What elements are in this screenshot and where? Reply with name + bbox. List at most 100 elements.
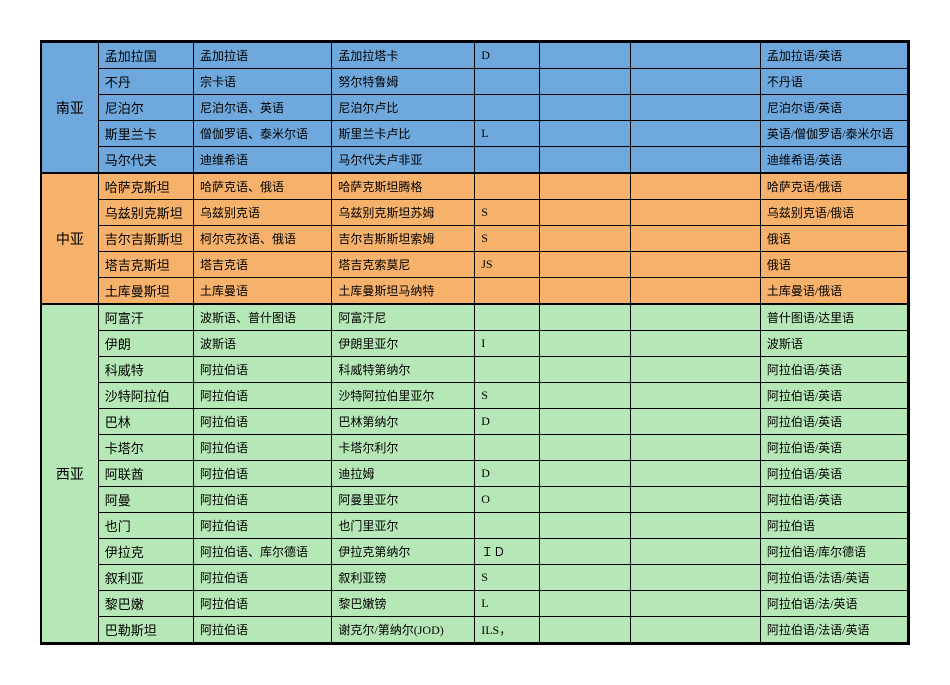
capital-cell: 伊拉克第纳尔: [332, 539, 475, 565]
code-cell: D: [475, 409, 540, 435]
country-cell: 巴勒斯坦: [98, 617, 193, 643]
country-cell: 黎巴嫩: [98, 591, 193, 617]
blank-cell-1: [540, 173, 631, 200]
country-cell: 斯里兰卡: [98, 121, 193, 147]
region-cell: 南亚: [42, 43, 98, 174]
capital-cell: 斯里兰卡卢比: [332, 121, 475, 147]
language-cell: 阿拉伯语: [193, 617, 331, 643]
blank-cell-2: [631, 331, 761, 357]
language-cell: 阿拉伯语: [193, 591, 331, 617]
code-cell: ILS，: [475, 617, 540, 643]
language-cell: 宗卡语: [193, 69, 331, 95]
blank-cell-1: [540, 357, 631, 383]
blank-cell-1: [540, 95, 631, 121]
notes-cell: 迪维希语/英语: [760, 147, 907, 174]
region-table-wrapper: 南亚孟加拉国孟加拉语孟加拉塔卡D孟加拉语/英语不丹宗卡语努尔特鲁姆不丹语尼泊尔尼…: [40, 40, 910, 645]
table-row: 南亚孟加拉国孟加拉语孟加拉塔卡D孟加拉语/英语: [42, 43, 908, 69]
notes-cell: 哈萨克语/俄语: [760, 173, 907, 200]
blank-cell-1: [540, 200, 631, 226]
capital-cell: 马尔代夫卢非亚: [332, 147, 475, 174]
table-row: 沙特阿拉伯阿拉伯语沙特阿拉伯里亚尔S阿拉伯语/英语: [42, 383, 908, 409]
blank-cell-1: [540, 513, 631, 539]
language-cell: 阿拉伯语: [193, 513, 331, 539]
notes-cell: 阿拉伯语/英语: [760, 435, 907, 461]
country-cell: 阿联酋: [98, 461, 193, 487]
code-cell: [475, 147, 540, 174]
code-cell: [475, 513, 540, 539]
table-row: 科威特阿拉伯语科威特第纳尔阿拉伯语/英语: [42, 357, 908, 383]
capital-cell: 黎巴嫩镑: [332, 591, 475, 617]
notes-cell: 俄语: [760, 226, 907, 252]
language-cell: 阿拉伯语: [193, 461, 331, 487]
table-row: 尼泊尔尼泊尔语、英语尼泊尔卢比尼泊尔语/英语: [42, 95, 908, 121]
capital-cell: 卡塔尔利尔: [332, 435, 475, 461]
country-cell: 不丹: [98, 69, 193, 95]
country-cell: 巴林: [98, 409, 193, 435]
blank-cell-1: [540, 331, 631, 357]
blank-cell-2: [631, 95, 761, 121]
blank-cell-2: [631, 461, 761, 487]
code-cell: I: [475, 331, 540, 357]
code-cell: O: [475, 487, 540, 513]
language-cell: 乌兹别克语: [193, 200, 331, 226]
code-cell: [475, 435, 540, 461]
country-cell: 土库曼斯坦: [98, 278, 193, 305]
blank-cell-1: [540, 461, 631, 487]
country-cell: 尼泊尔: [98, 95, 193, 121]
notes-cell: 阿拉伯语/库尔德语: [760, 539, 907, 565]
language-cell: 波斯语: [193, 331, 331, 357]
blank-cell-2: [631, 513, 761, 539]
notes-cell: 阿拉伯语/法语/英语: [760, 617, 907, 643]
code-cell: [475, 357, 540, 383]
blank-cell-1: [540, 487, 631, 513]
country-cell: 卡塔尔: [98, 435, 193, 461]
notes-cell: 俄语: [760, 252, 907, 278]
blank-cell-1: [540, 409, 631, 435]
country-cell: 伊拉克: [98, 539, 193, 565]
country-cell: 伊朗: [98, 331, 193, 357]
capital-cell: 伊朗里亚尔: [332, 331, 475, 357]
capital-cell: 巴林第纳尔: [332, 409, 475, 435]
blank-cell-2: [631, 383, 761, 409]
notes-cell: 阿拉伯语/英语: [760, 409, 907, 435]
code-cell: [475, 278, 540, 305]
blank-cell-2: [631, 409, 761, 435]
capital-cell: 科威特第纳尔: [332, 357, 475, 383]
blank-cell-2: [631, 200, 761, 226]
notes-cell: 普什图语/达里语: [760, 304, 907, 331]
country-cell: 塔吉克斯坦: [98, 252, 193, 278]
country-cell: 也门: [98, 513, 193, 539]
blank-cell-1: [540, 617, 631, 643]
table-row: 卡塔尔阿拉伯语卡塔尔利尔阿拉伯语/英语: [42, 435, 908, 461]
region-table: 南亚孟加拉国孟加拉语孟加拉塔卡D孟加拉语/英语不丹宗卡语努尔特鲁姆不丹语尼泊尔尼…: [42, 42, 908, 643]
code-cell: L: [475, 591, 540, 617]
blank-cell-1: [540, 565, 631, 591]
blank-cell-2: [631, 487, 761, 513]
table-row: 伊拉克阿拉伯语、库尔德语伊拉克第纳尔ＩＤ阿拉伯语/库尔德语: [42, 539, 908, 565]
country-cell: 沙特阿拉伯: [98, 383, 193, 409]
table-row: 斯里兰卡僧伽罗语、泰米尔语斯里兰卡卢比L英语/僧伽罗语/泰米尔语: [42, 121, 908, 147]
code-cell: ＩＤ: [475, 539, 540, 565]
code-cell: [475, 173, 540, 200]
table-row: 阿联酋阿拉伯语迪拉姆D阿拉伯语/英语: [42, 461, 908, 487]
blank-cell-2: [631, 226, 761, 252]
language-cell: 孟加拉语: [193, 43, 331, 69]
code-cell: S: [475, 200, 540, 226]
language-cell: 迪维希语: [193, 147, 331, 174]
country-cell: 阿曼: [98, 487, 193, 513]
blank-cell-2: [631, 565, 761, 591]
blank-cell-1: [540, 69, 631, 95]
code-cell: D: [475, 43, 540, 69]
language-cell: 僧伽罗语、泰米尔语: [193, 121, 331, 147]
table-row: 不丹宗卡语努尔特鲁姆不丹语: [42, 69, 908, 95]
notes-cell: 土库曼语/俄语: [760, 278, 907, 305]
language-cell: 哈萨克语、俄语: [193, 173, 331, 200]
code-cell: JS: [475, 252, 540, 278]
language-cell: 阿拉伯语: [193, 487, 331, 513]
capital-cell: 哈萨克斯坦腾格: [332, 173, 475, 200]
code-cell: D: [475, 461, 540, 487]
code-cell: L: [475, 121, 540, 147]
blank-cell-1: [540, 147, 631, 174]
blank-cell-1: [540, 304, 631, 331]
table-row: 吉尔吉斯斯坦柯尔克孜语、俄语吉尔吉斯斯坦索姆S俄语: [42, 226, 908, 252]
